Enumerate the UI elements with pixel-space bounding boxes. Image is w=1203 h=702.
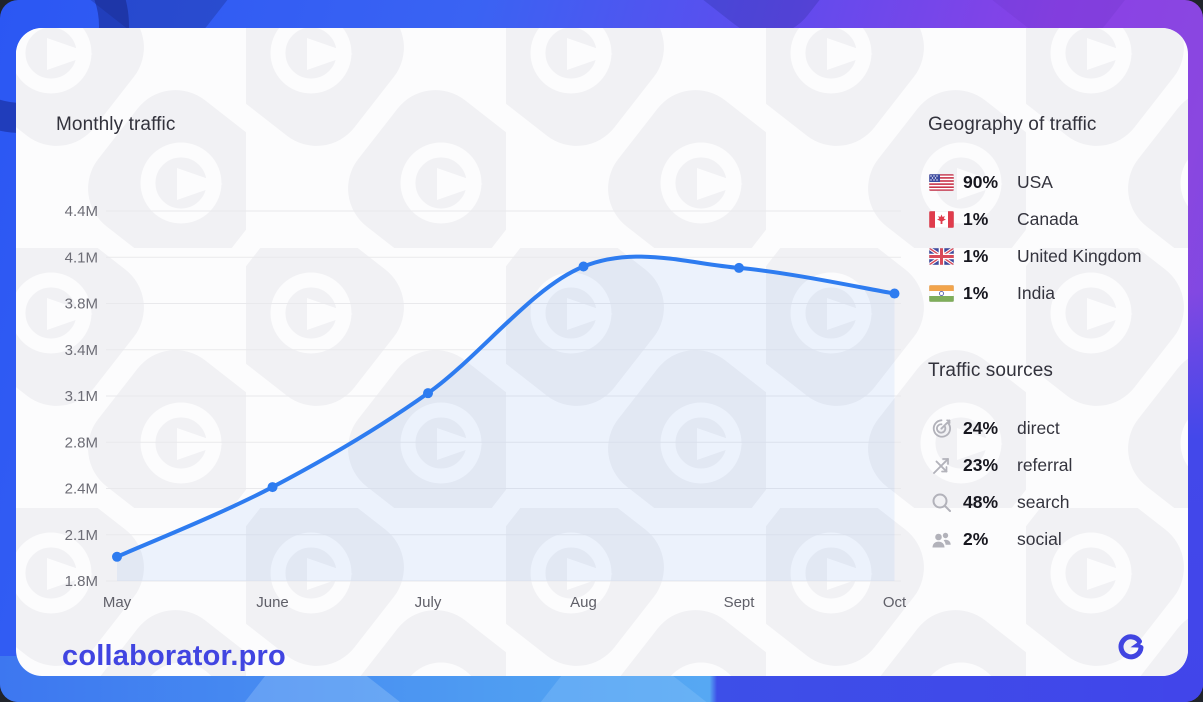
svg-text:3.1M: 3.1M xyxy=(65,388,98,405)
geography-row-india: 1% India xyxy=(928,275,1174,312)
svg-text:July: July xyxy=(415,594,442,611)
geography-label: Canada xyxy=(1017,209,1079,229)
search-icon xyxy=(928,491,954,514)
source-row-direct: 24% direct xyxy=(928,410,1174,447)
geography-row-usa: 90% USA xyxy=(928,164,1174,201)
geography-label: United Kingdom xyxy=(1017,246,1142,266)
source-row-social: 2% social xyxy=(928,521,1174,558)
source-label: social xyxy=(1017,529,1062,549)
brand-wordmark: collaborator.pro xyxy=(62,640,286,672)
svg-text:2.1M: 2.1M xyxy=(65,527,98,544)
source-percent: 23% xyxy=(963,455,999,475)
traffic-sources-title: Traffic sources xyxy=(928,360,1054,381)
source-row-search: 48% search xyxy=(928,484,1174,521)
svg-text:June: June xyxy=(256,594,289,611)
geography-percent: 1% xyxy=(963,209,989,229)
geography-list: 90% USA 1% Canada xyxy=(928,164,1174,312)
geography-label: USA xyxy=(1017,172,1053,192)
referral-arrows-icon xyxy=(928,454,954,477)
source-row-referral: 23% referral xyxy=(928,447,1174,484)
svg-text:4.4M: 4.4M xyxy=(65,203,98,220)
geography-percent: 90% xyxy=(963,172,999,192)
source-label: search xyxy=(1017,492,1070,512)
geography-row-uk: 1% United Kingdom xyxy=(928,238,1174,275)
flag-canada-icon xyxy=(928,211,954,228)
geography-title: Geography of traffic xyxy=(928,114,1097,135)
geography-label: India xyxy=(1017,283,1055,303)
chart-title: Monthly traffic xyxy=(56,114,176,135)
monthly-traffic-line-chart: 4.4M 4.1M 3.8M 3.4M 3.1M 2.8M 2.4M 2.1M 1.8M May J… xyxy=(65,203,906,611)
flag-india-icon xyxy=(928,285,954,302)
social-users-icon xyxy=(928,528,954,551)
svg-text:3.8M: 3.8M xyxy=(65,296,98,313)
svg-text:2.8M: 2.8M xyxy=(65,434,98,451)
source-percent: 48% xyxy=(963,492,999,512)
svg-text:4.1M: 4.1M xyxy=(65,249,98,266)
logo-watermark-pattern xyxy=(16,28,1188,676)
svg-text:Sept: Sept xyxy=(724,594,756,611)
flag-usa-icon xyxy=(928,174,954,191)
svg-text:Aug: Aug xyxy=(570,594,597,611)
traffic-sources-list: 24% direct 23% referral xyxy=(928,410,1174,558)
geography-row-canada: 1% Canada xyxy=(928,201,1174,238)
svg-text:1.8M: 1.8M xyxy=(65,573,98,590)
geography-percent: 1% xyxy=(963,283,989,303)
source-percent: 2% xyxy=(963,529,989,549)
source-percent: 24% xyxy=(963,418,999,438)
source-label: direct xyxy=(1017,418,1060,438)
svg-text:3.4M: 3.4M xyxy=(65,342,98,359)
collaborator-g-arrow-icon xyxy=(1118,634,1144,660)
geography-percent: 1% xyxy=(963,246,989,266)
source-label: referral xyxy=(1017,455,1073,475)
svg-text:May: May xyxy=(103,594,132,611)
target-icon xyxy=(928,417,954,440)
svg-text:2.4M: 2.4M xyxy=(65,481,98,498)
report-card: Monthly traffic 4.4M 4.1M 3.8M 3.4M 3.1M 2.8M… xyxy=(16,28,1188,676)
flag-uk-icon xyxy=(928,248,954,265)
svg-text:Oct: Oct xyxy=(883,594,906,611)
